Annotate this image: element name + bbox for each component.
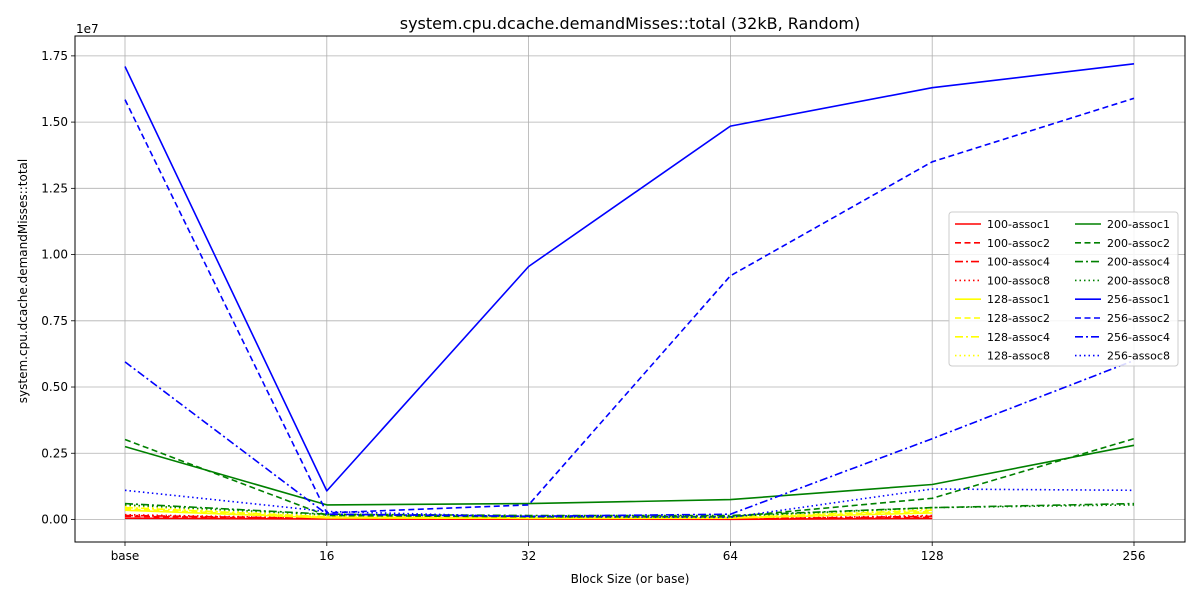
x-tick-label: 256 (1123, 549, 1146, 563)
series-line-256-assoc1 (124, 63, 1135, 492)
legend-label: 100-assoc1 (987, 218, 1050, 231)
legend-label: 100-assoc2 (987, 237, 1050, 250)
legend-label: 100-assoc4 (987, 256, 1050, 269)
series-line-256-assoc8 (124, 488, 1135, 519)
x-tick-label: base (111, 549, 140, 563)
x-tick-label: 32 (521, 549, 536, 563)
y-axis-label: system.cpu.dcache.demandMisses::total (16, 159, 30, 403)
y-tick-label: 0.25 (41, 446, 68, 460)
y-tick-label: 1.00 (41, 248, 68, 262)
series-line-200-assoc8 (124, 504, 1135, 518)
y-tick-label: 1.50 (41, 115, 68, 129)
legend-label: 128-assoc8 (987, 350, 1050, 363)
legend-label: 256-assoc8 (1107, 350, 1170, 363)
y-tick-label: 0.75 (41, 314, 68, 328)
chart-title: system.cpu.dcache.demandMisses::total (3… (400, 14, 860, 33)
y-tick-label: 1.25 (41, 181, 68, 195)
legend-label: 200-assoc8 (1107, 274, 1170, 287)
y-tick-label: 1.75 (41, 49, 68, 63)
x-tick-label: 16 (319, 549, 334, 563)
x-axis-label: Block Size (or base) (571, 572, 690, 586)
legend-box (948, 211, 1179, 367)
y-exponent-label: 1e7 (76, 22, 99, 36)
x-tick-label: 64 (723, 549, 738, 563)
legend-label: 128-assoc2 (987, 312, 1050, 325)
legend-label: 256-assoc2 (1107, 312, 1170, 325)
series-lines (124, 63, 1135, 521)
legend-label: 128-assoc1 (987, 293, 1050, 306)
legend: 100-assoc1 100-assoc2 100-assoc4 100-assoc8… (948, 211, 1179, 367)
legend-label: 100-assoc8 (987, 274, 1050, 287)
series-line-256-assoc2 (124, 97, 1135, 514)
axis-ticks: base 16 32 64 128 256 0.00 0.25 0.50 0.75 1.00 1.25… (41, 49, 1145, 563)
legend-label: 128-assoc4 (987, 331, 1050, 344)
legend-label: 200-assoc4 (1107, 256, 1170, 269)
series-line-200-assoc2 (124, 437, 1135, 518)
plot-frame (74, 35, 1186, 543)
y-tick-label: 0.50 (41, 380, 68, 394)
legend-label: 256-assoc4 (1107, 331, 1170, 344)
y-tick-label: 0.00 (41, 512, 68, 526)
legend-label: 200-assoc1 (1107, 218, 1170, 231)
x-tick-label: 128 (921, 549, 944, 563)
legend-label: 200-assoc2 (1107, 237, 1170, 250)
series-line-200-assoc1 (124, 444, 1135, 506)
legend-label: 256-assoc1 (1107, 293, 1170, 306)
series-line-256-assoc4 (124, 359, 1135, 518)
series-line-128-assoc4 (124, 506, 933, 519)
